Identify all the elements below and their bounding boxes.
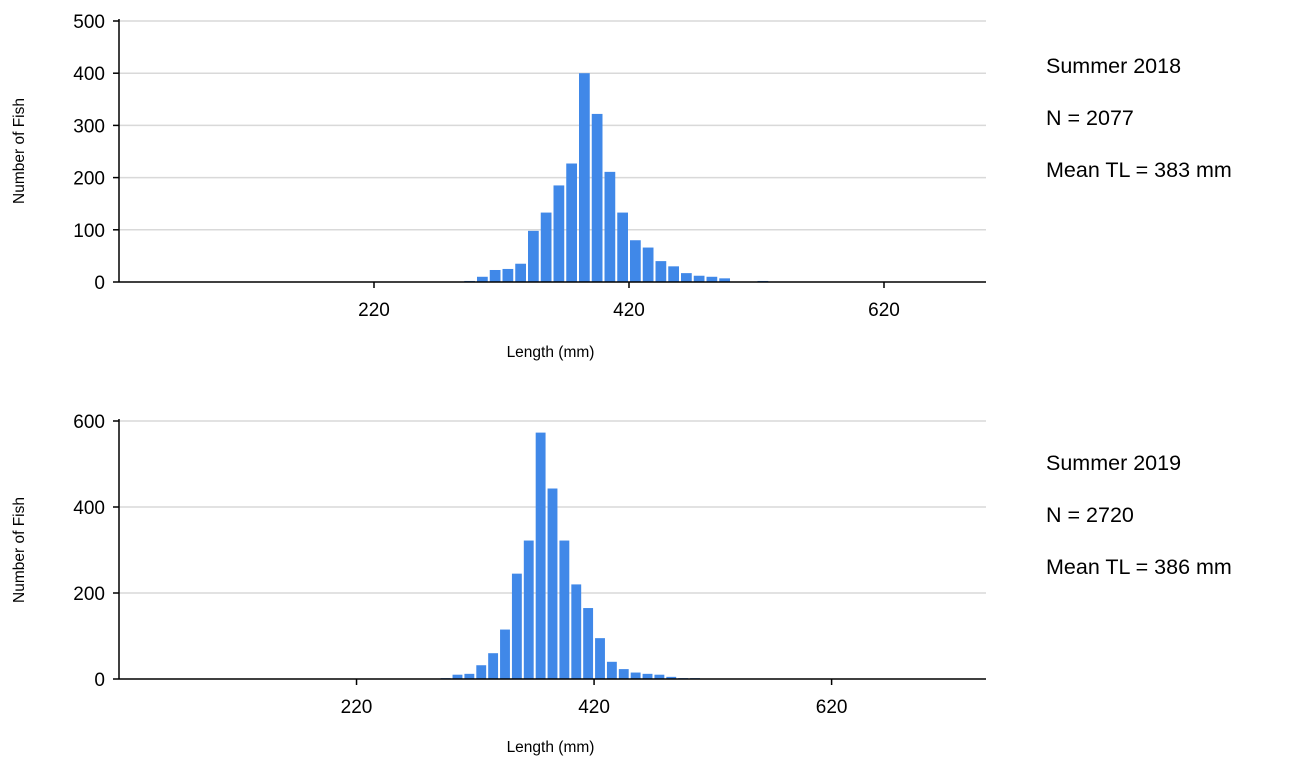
- y-tick-label: 600: [73, 412, 105, 433]
- x-tick-label: 220: [341, 697, 373, 718]
- histogram-bar: [528, 230, 539, 282]
- y-tick-label: 500: [73, 12, 105, 33]
- length-histogram-2019: 0 200 400 600 220 420 620 Length (mm) Number of …: [0, 396, 1000, 761]
- histogram-bar: [502, 268, 514, 282]
- x-tick-label: 620: [816, 697, 848, 718]
- histogram-bar: [547, 488, 558, 679]
- histogram-bar: [617, 212, 628, 282]
- y-tick-label: 200: [73, 584, 105, 605]
- histogram-bar: [642, 673, 653, 679]
- histogram-bar: [553, 185, 565, 282]
- histogram-bar: [559, 540, 570, 679]
- histogram-bar: [579, 73, 590, 282]
- y-tick-label: 300: [73, 116, 105, 137]
- histogram-bar: [523, 540, 534, 679]
- y-tick-label: 100: [73, 221, 105, 242]
- histogram-bar: [668, 266, 679, 282]
- histogram-bar: [606, 661, 617, 679]
- summary-2019: Summer 2019 N = 2720 Mean TL = 386 mm: [1046, 437, 1232, 593]
- histogram-bar: [642, 247, 654, 282]
- x-tick-label: 220: [358, 300, 390, 321]
- histogram-bar: [515, 263, 526, 282]
- histogram-bar: [706, 276, 718, 282]
- histogram-bar: [566, 163, 577, 282]
- histogram-bar: [488, 653, 499, 679]
- x-tick-label: 420: [578, 697, 610, 718]
- histogram-bar: [535, 432, 546, 679]
- histogram-bar: [500, 629, 510, 679]
- histogram-bar: [583, 608, 594, 679]
- y-tick-label: 200: [73, 169, 105, 190]
- x-tick-label: 420: [613, 300, 645, 321]
- histogram-bar: [654, 674, 665, 679]
- season-label: Summer 2019: [1046, 451, 1182, 475]
- histogram-2018-plot: 0 100 200 300 400 500 220 420 620 Length (mm) Numb…: [11, 12, 986, 361]
- histogram-bar: [464, 673, 475, 679]
- sample-size-label: N = 2077: [1046, 106, 1134, 130]
- histogram-bar: [476, 665, 487, 679]
- mean-length-label: Mean TL = 386 mm: [1046, 555, 1232, 579]
- histogram-bar: [571, 584, 582, 679]
- histogram-2019-plot: 0 200 400 600 220 420 620 Length (mm) Number of …: [11, 412, 986, 756]
- histogram-bar: [477, 276, 488, 282]
- histogram-bar: [591, 113, 603, 282]
- y-tick-label: 400: [73, 498, 105, 519]
- histogram-bar: [655, 261, 667, 282]
- histogram-bar: [604, 171, 616, 282]
- x-axis-title: Length (mm): [507, 344, 595, 361]
- season-label: Summer 2018: [1046, 54, 1182, 78]
- histogram-bar: [540, 212, 552, 282]
- histogram-bar: [630, 240, 641, 282]
- histogram-bar: [511, 573, 522, 679]
- mean-length-label: Mean TL = 383 mm: [1046, 158, 1232, 182]
- y-axis-title: Number of Fish: [11, 98, 28, 204]
- sample-size-label: N = 2720: [1046, 503, 1134, 527]
- histogram-bar: [630, 672, 641, 679]
- histogram-bar: [489, 269, 501, 282]
- y-tick-label: 0: [94, 273, 105, 294]
- histogram-bar: [681, 273, 692, 282]
- histogram-bar: [595, 638, 605, 679]
- x-axis-title: Length (mm): [507, 739, 595, 756]
- histogram-bar: [452, 674, 463, 679]
- length-histogram-2018: 0 100 200 300 400 500 220 420 620 Length (mm) Numb…: [0, 0, 1000, 380]
- y-axis-title: Number of Fish: [11, 497, 28, 603]
- histogram-bar: [693, 275, 705, 282]
- histogram-bar: [618, 669, 629, 679]
- y-tick-label: 0: [94, 670, 105, 691]
- histogram-bar: [666, 676, 677, 679]
- summary-2018: Summer 2018 N = 2077 Mean TL = 383 mm: [1046, 40, 1232, 196]
- histogram-bar: [719, 278, 730, 282]
- y-tick-label: 400: [73, 64, 105, 85]
- x-tick-label: 620: [868, 300, 900, 321]
